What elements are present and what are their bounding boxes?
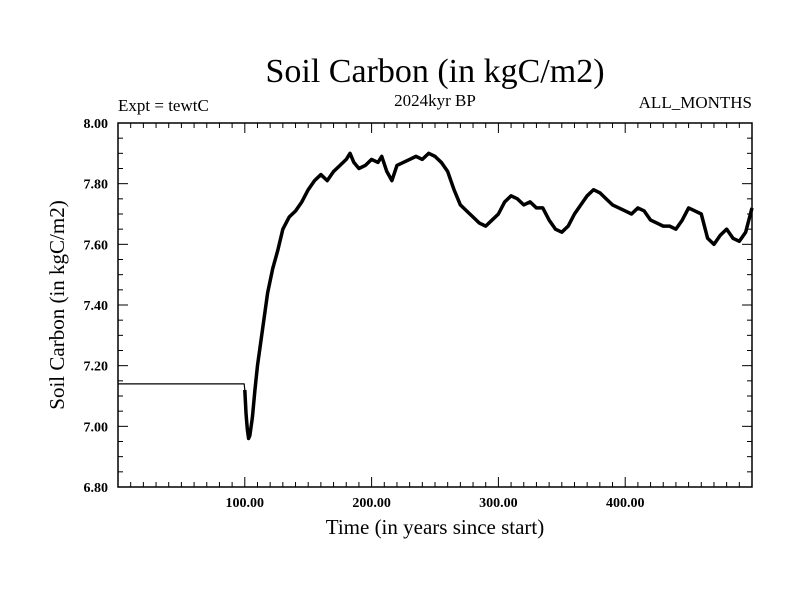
- series-group: [118, 151, 754, 441]
- plot-frame: [117, 122, 753, 488]
- x-tick-label: 200.00: [352, 496, 391, 511]
- y-tick-label: 7.60: [84, 238, 109, 253]
- y-tick-label: 7.20: [84, 360, 109, 375]
- chart-subtitle-right: ALL_MONTHS: [639, 93, 752, 112]
- x-tick-label: 400.00: [606, 496, 645, 511]
- y-tick-label: 6.80: [84, 481, 109, 496]
- x-axis-label: Time (in years since start): [326, 515, 545, 539]
- y-tick-label: 7.40: [84, 299, 109, 314]
- series-line-band: [243, 151, 754, 441]
- y-tick-label: 7.80: [84, 178, 109, 193]
- ticks-group: 100.00 200.00 300.00 400.00 6.80 7.00 7.20 7.40…: [84, 117, 752, 511]
- y-axis-label: Soil Carbon (in kgC/m2): [45, 200, 69, 409]
- series-line: [118, 152, 753, 440]
- x-tick-label: 300.00: [479, 496, 518, 511]
- chart-subtitle-left: Expt = tewtC: [118, 96, 209, 115]
- chart-title: Soil Carbon (in kgC/m2): [265, 53, 604, 90]
- chart-subtitle-center: 2024kyr BP: [394, 91, 476, 110]
- y-tick-label: 7.00: [84, 420, 109, 435]
- y-tick-label: 8.00: [84, 117, 109, 132]
- x-tick-label: 100.00: [226, 496, 265, 511]
